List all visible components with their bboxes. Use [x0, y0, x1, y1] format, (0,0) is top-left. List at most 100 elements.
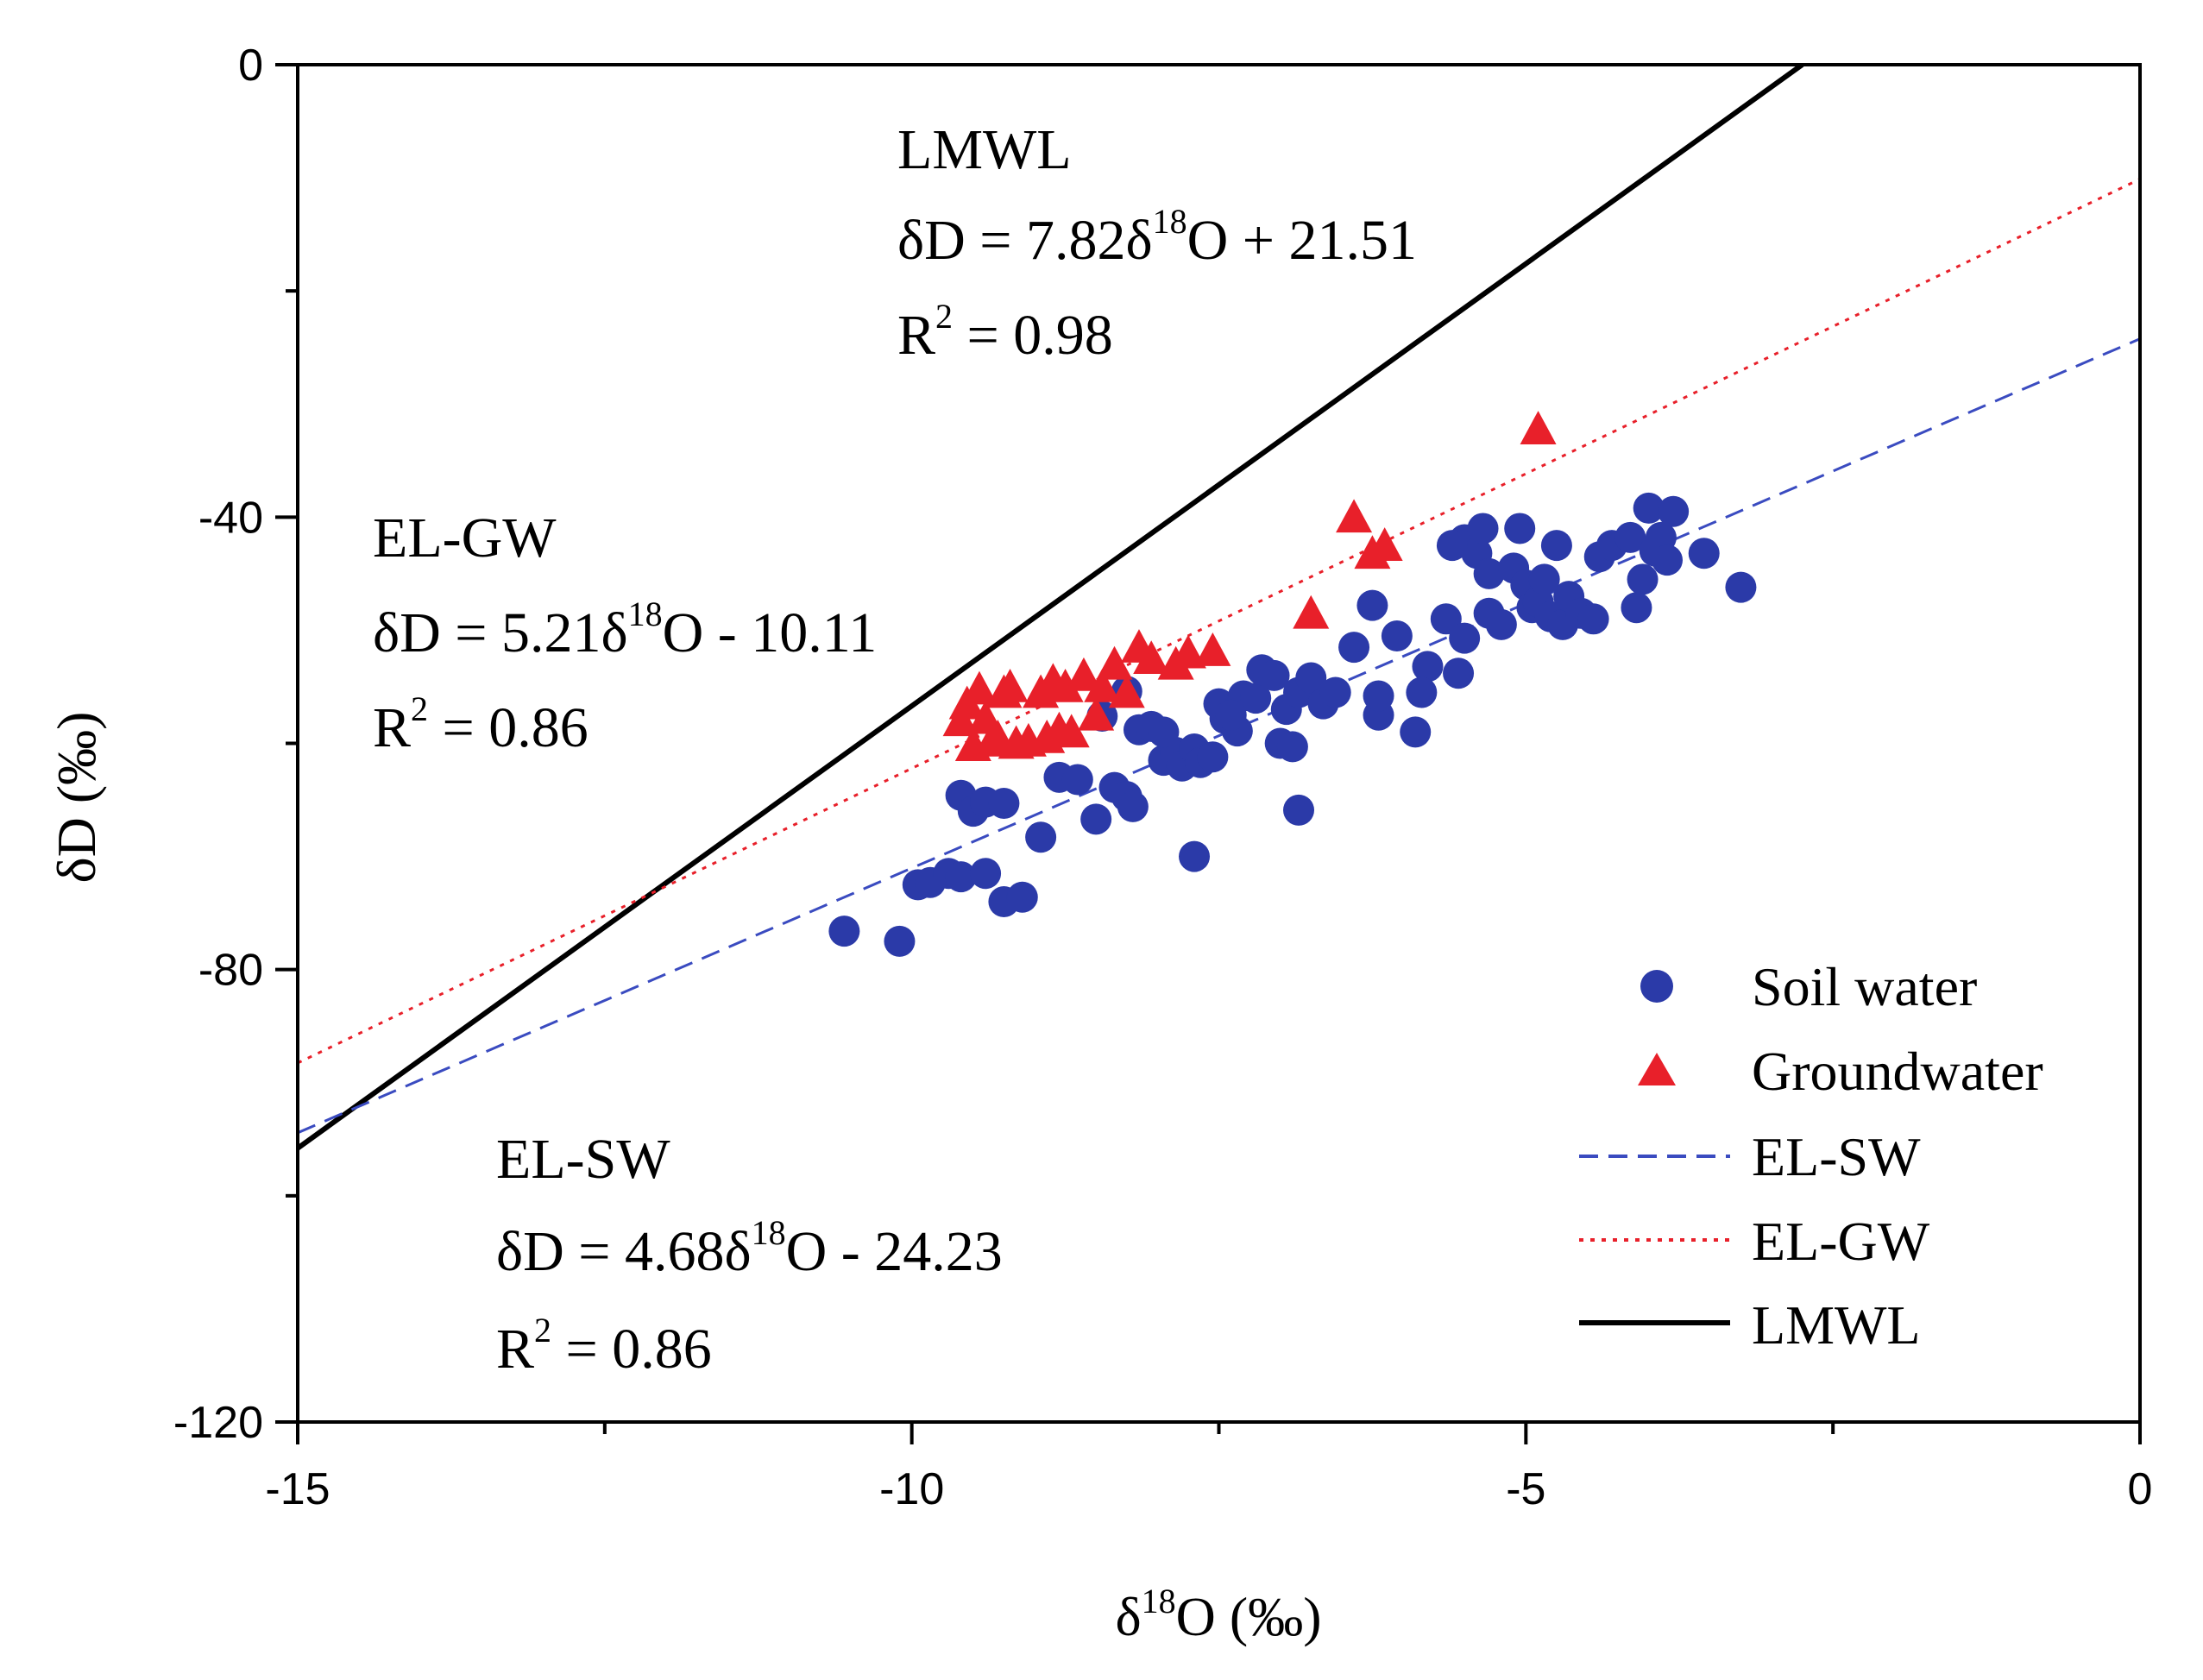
groundwater-point	[1520, 411, 1557, 444]
soil-water-point	[828, 916, 860, 947]
soil-water-point	[1179, 840, 1211, 872]
groundwater-point	[960, 670, 998, 705]
annotation-el-sw-title: EL-SW	[496, 1128, 670, 1191]
legend-lmwl-label: LMWL	[1752, 1294, 1921, 1356]
eq-post: O + 21.51	[1187, 209, 1417, 272]
groundwater-point	[967, 700, 1004, 734]
soil-water-point	[1148, 716, 1180, 748]
soil-water-point	[1356, 589, 1388, 621]
eq-pre: δD = 5.21δ	[373, 601, 628, 664]
soil-water-point	[1633, 492, 1665, 524]
soil-water-point	[1006, 881, 1038, 913]
groundwater-point	[1065, 657, 1102, 691]
data-points	[828, 411, 1757, 957]
r2-sup: 2	[411, 689, 428, 728]
groundwater-point	[1053, 714, 1090, 748]
soil-water-point	[945, 861, 977, 893]
y-tick-label: -40	[198, 493, 263, 543]
soil-water-point	[1614, 521, 1646, 553]
soil-water-point	[1412, 651, 1444, 683]
eq-sup: 18	[1153, 202, 1187, 241]
soil-water-point	[1528, 563, 1560, 595]
soil-water-point	[1117, 790, 1149, 822]
y-tick-label: -120	[173, 1398, 263, 1448]
y-tick-label: -80	[198, 946, 263, 996]
line-el-sw	[298, 337, 2140, 1135]
soil-water-point	[884, 925, 916, 957]
soil-water-point	[1467, 513, 1499, 544]
soil-water-point	[988, 787, 1020, 819]
regression-lines	[298, 65, 2140, 1151]
r2-pre: R	[373, 696, 411, 759]
line-el-gw	[298, 178, 2140, 1065]
soil-water-point	[1061, 764, 1093, 796]
soil-water-point	[1504, 513, 1536, 544]
soil-water-point	[1381, 620, 1413, 651]
soil-water-point	[1319, 676, 1351, 708]
x-tick-label: -15	[265, 1464, 330, 1514]
groundwater-point	[1133, 640, 1170, 675]
line-lmwl	[298, 65, 1804, 1151]
legend: Soil water Groundwater EL-SW EL-GW LMWL	[1579, 956, 2043, 1356]
annotation-el-gw-r2: R2 = 0.86	[373, 689, 589, 759]
legend-groundwater-label: Groundwater	[1752, 1041, 2043, 1102]
r2-pre: R	[897, 304, 935, 367]
soil-water-point	[1621, 592, 1652, 624]
r2-sup: 2	[534, 1311, 551, 1350]
groundwater-point	[942, 702, 979, 737]
annotation-lmwl: LMWL δD = 7.82δ18O + 21.51 R2 = 0.98	[897, 118, 1417, 367]
legend-el-sw-label: EL-SW	[1752, 1126, 1921, 1187]
r2-pre: R	[496, 1318, 534, 1381]
annotation-lmwl-title: LMWL	[897, 118, 1072, 181]
groundwater-point	[1084, 668, 1121, 702]
x-tick-label: -10	[879, 1464, 944, 1514]
soil-water-point	[1080, 803, 1112, 835]
groundwater-point	[1169, 634, 1206, 669]
groundwater-point	[1336, 499, 1373, 533]
soil-water-point	[1688, 538, 1720, 569]
soil-water-point	[1725, 571, 1757, 603]
soil-water-point	[970, 858, 1002, 890]
groundwater-point	[1293, 595, 1330, 629]
tick-labels: -15 -10 -5 0 -120 -80 -40 0	[173, 41, 2153, 1514]
x-tick-label: 0	[2128, 1464, 2153, 1514]
x-axis-title-pre: δ	[1116, 1586, 1142, 1647]
annotation-lmwl-equation: δD = 7.82δ18O + 21.51	[897, 202, 1417, 272]
soil-water-point	[1295, 662, 1327, 694]
soil-water-point	[1436, 530, 1468, 562]
r2-post: = 0.86	[428, 696, 589, 759]
soil-water-point	[1652, 544, 1684, 576]
x-axis-title-post: O (‰)	[1176, 1586, 1322, 1647]
annotation-el-sw: EL-SW δD = 4.68δ18O - 24.23 R2 = 0.86	[496, 1128, 1003, 1381]
annotation-el-sw-equation: δD = 4.68δ18O - 24.23	[496, 1213, 1003, 1283]
soil-water-point	[1540, 530, 1572, 562]
soil-water-point	[1485, 608, 1517, 640]
groundwater-point	[1047, 668, 1084, 702]
y-tick-label: 0	[238, 41, 263, 91]
soil-water-point	[1215, 699, 1247, 731]
r2-post: = 0.86	[551, 1318, 712, 1381]
eq-sup: 18	[752, 1213, 786, 1252]
soil-water-point	[1430, 603, 1462, 635]
soil-water-point	[1025, 821, 1057, 853]
soil-water-point	[1338, 632, 1370, 664]
legend-el-gw-label: EL-GW	[1752, 1211, 1930, 1272]
soil-water-point	[1400, 716, 1432, 748]
soil-water-point	[1577, 603, 1609, 635]
soil-water-point	[1276, 731, 1308, 763]
eq-pre: δD = 7.82δ	[897, 209, 1153, 272]
legend-groundwater-marker	[1638, 1053, 1676, 1085]
soil-water-point	[1658, 495, 1690, 527]
soil-water-point	[1406, 676, 1438, 708]
y-axis-title: δD (‰)	[46, 712, 107, 884]
legend-soil-water-marker	[1640, 970, 1673, 1003]
soil-water-point	[1363, 680, 1394, 712]
x-tick-label: -5	[1506, 1464, 1545, 1514]
annotation-el-gw: EL-GW δD = 5.21δ18O - 10.11 R2 = 0.86	[373, 507, 877, 759]
axis-ticks	[275, 63, 2142, 1444]
r2-post: = 0.98	[953, 304, 1113, 367]
eq-pre: δD = 4.68δ	[496, 1220, 752, 1283]
eq-post: O - 10.11	[663, 601, 878, 664]
